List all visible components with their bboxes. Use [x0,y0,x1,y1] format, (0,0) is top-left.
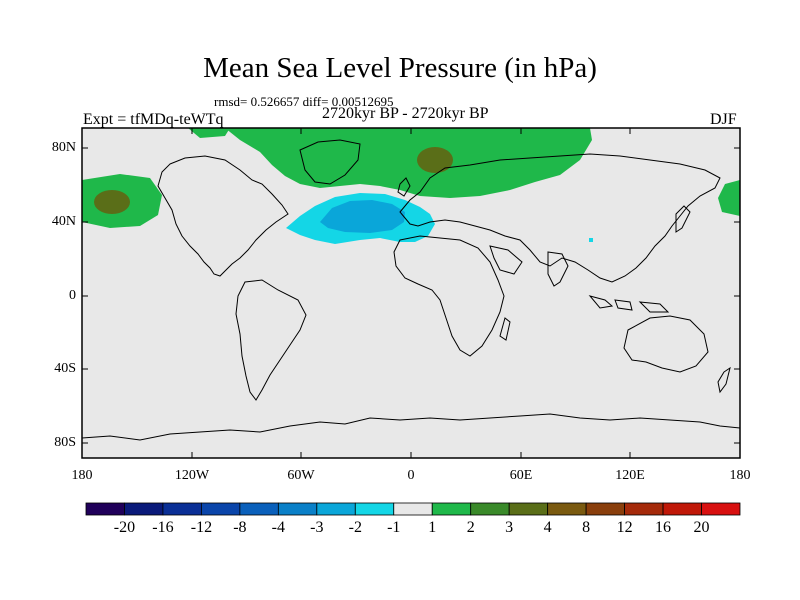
australia-coast [623,315,709,373]
small-negative-spot [589,238,593,242]
colorbar-label: -3 [310,519,324,536]
x-label-60e: 60E [509,468,533,483]
colorbar-label: 8 [582,519,591,536]
period-label: 2720kyr BP - 2720kyr BP [322,105,489,122]
colorbar-swatch [701,502,741,516]
colorbar-label: -4 [271,519,285,536]
colorbar-swatch [431,502,472,516]
colorbar-label: -1 [387,519,401,536]
africa-coast [393,235,505,357]
colorbar-label: 2 [466,519,475,536]
antarctica-coast [82,413,740,441]
arctic-cap-anomaly [188,128,230,138]
south-america-coast [235,279,307,401]
y-label-40s: 40S [54,361,76,376]
colorbar-swatch [585,502,625,516]
greenland-coast [299,139,361,185]
india-coast [547,251,569,287]
colorbar-swatch [239,502,279,516]
colorbar-swatch [624,502,664,516]
colorbar-swatch [662,502,702,516]
colorbar-swatch [277,502,318,516]
madagascar-coast [499,317,511,341]
y-label-80s: 80S [54,435,76,450]
scandinavia-strong-anomaly [417,147,453,173]
y-label-40n: 40N [51,214,76,229]
colorbar-swatch [85,502,125,516]
rmsd-diff-stats: rmsd= 0.526657 diff= 0.00512695 [214,94,394,109]
colorbar-label: -8 [233,519,247,536]
x-label-60w: 60W [287,468,315,483]
x-label-0: 0 [407,468,415,483]
british-isles-coast [397,177,411,197]
colorbar-label: -12 [190,519,213,536]
colorbar-swatch [547,502,587,516]
colorbar-label: 3 [505,519,514,536]
x-label-120w: 120W [174,468,210,483]
maritime-continent-coast [588,295,670,313]
map-title: Mean Sea Level Pressure (in hPa) [203,52,597,84]
north-america-coast [157,155,289,277]
colorbar-label: 1 [428,519,437,536]
colorbar-swatch [354,502,395,516]
x-label-180w: 180 [71,468,93,483]
y-axis-ticks [82,147,740,444]
coastlines [82,139,740,441]
colorbar [85,502,741,516]
y-label-80n: 80N [51,140,76,155]
colorbar-swatch [124,502,164,516]
colorbar-label: -2 [348,519,362,536]
colorbar-label: 16 [655,519,672,536]
new-zealand-coast [717,366,731,394]
arctic-positive-anomaly [225,128,592,198]
colorbar-swatch [470,502,510,516]
colorbar-swatch [393,502,433,516]
eurasia-coast [399,153,721,283]
colorbar-swatch [162,502,202,516]
y-label-0: 0 [69,288,76,303]
colorbar-label: 20 [693,519,710,536]
colorbar-label: 4 [543,519,552,536]
experiment-label: Expt = tfMDq-teWTq [83,111,224,128]
north-atlantic-strong-negative-anomaly [320,200,405,233]
east-pacific-positive-anomaly [718,180,740,216]
colorbar-swatch [316,502,356,516]
x-label-180e: 180 [729,468,751,483]
colorbar-label: -20 [113,519,136,536]
colorbar-label: 12 [616,519,633,536]
x-axis-ticks [81,128,741,458]
colorbar-swatch [201,502,241,516]
season-label: DJF [710,111,737,128]
north-pacific-strong-anomaly [94,190,130,214]
japan-coast [675,205,691,233]
colorbar-label: -16 [152,519,174,536]
x-label-120e: 120E [615,468,645,483]
arabia-coast [489,245,523,275]
colorbar-swatch [508,502,549,516]
